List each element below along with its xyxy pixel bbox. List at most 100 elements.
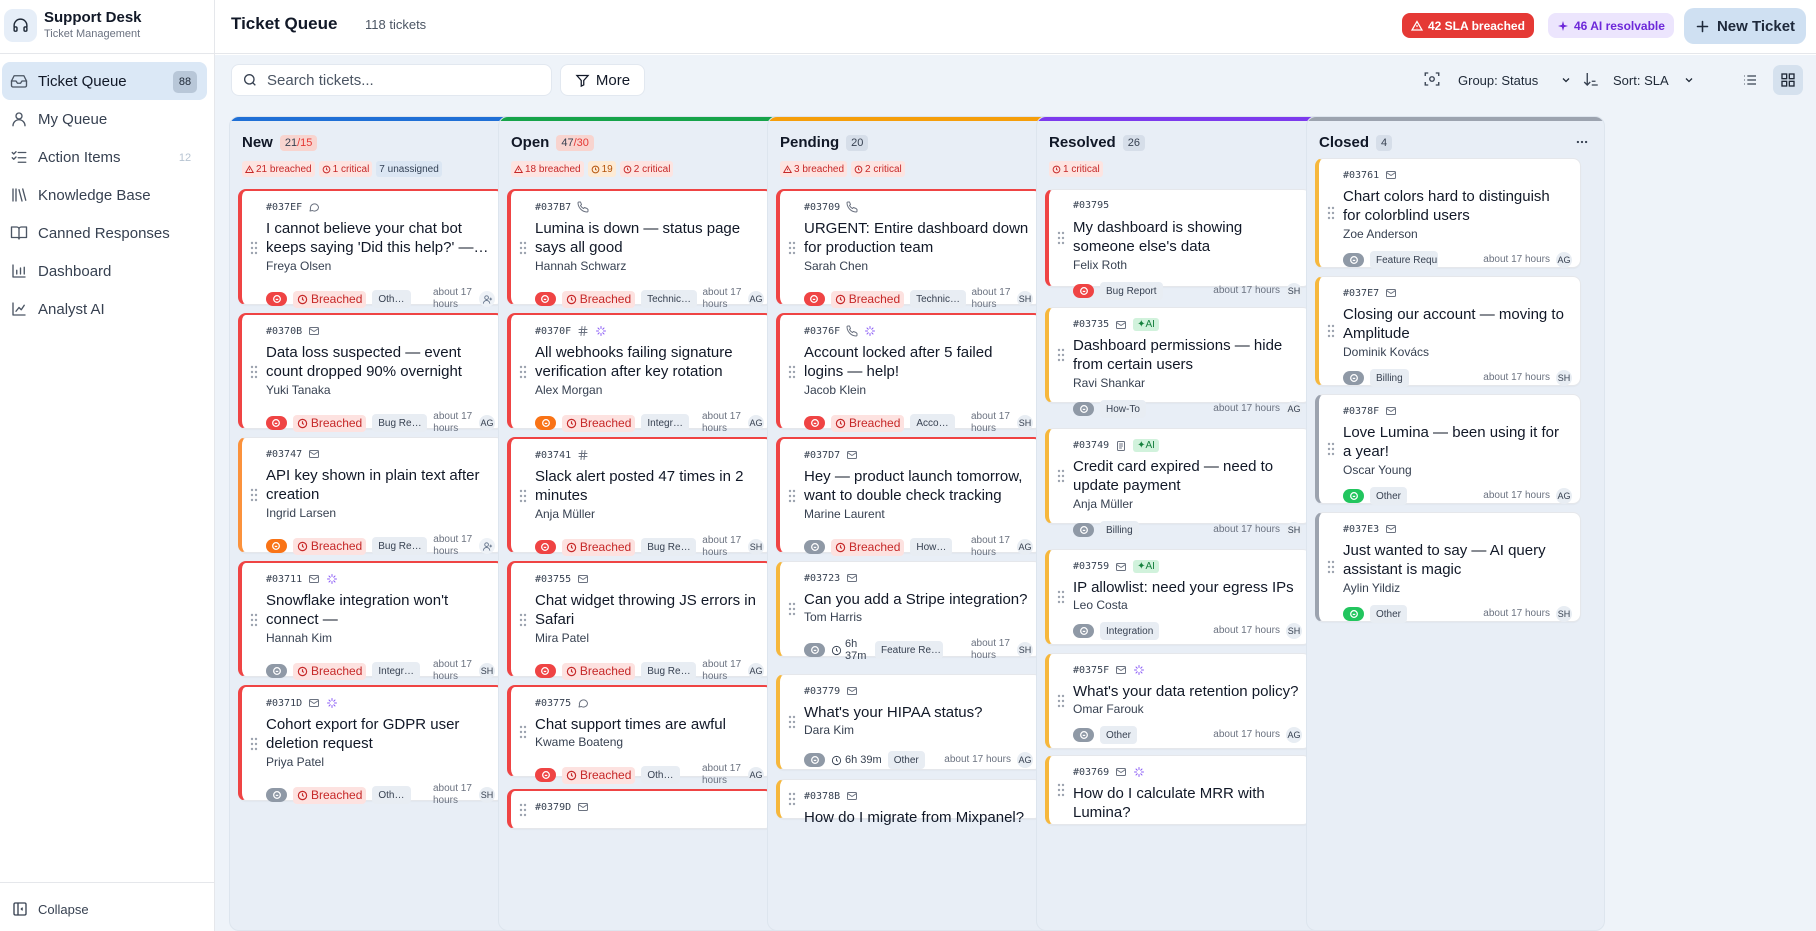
ticket-card[interactable]: #0375F What's your data retention policy?…: [1045, 653, 1311, 749]
summary-tag[interactable]: 2 critical: [851, 161, 905, 177]
more-horizontal-icon[interactable]: [1574, 135, 1590, 149]
drag-handle-icon[interactable]: [788, 791, 796, 807]
drag-handle-icon[interactable]: [250, 487, 258, 503]
assignee-avatar[interactable]: AG: [748, 663, 764, 679]
summary-tag[interactable]: 18 breached: [511, 161, 584, 177]
category-tag[interactable]: Technic…: [910, 290, 966, 308]
sidebar-item-knowledge-base[interactable]: Knowledge Base: [2, 176, 207, 214]
drag-handle-icon[interactable]: [1327, 323, 1335, 339]
drag-handle-icon[interactable]: [519, 802, 527, 818]
category-tag[interactable]: Other: [1100, 726, 1138, 744]
category-tag[interactable]: Billing: [1100, 521, 1139, 539]
summary-tag[interactable]: 1 critical: [1049, 161, 1103, 177]
drag-handle-icon[interactable]: [788, 240, 796, 256]
category-tag[interactable]: Oth…: [641, 766, 680, 784]
group-by-select[interactable]: Group: Status: [1450, 64, 1580, 96]
ticket-card[interactable]: #03749 ✦AI Credit card expired — need to u…: [1045, 428, 1311, 539]
drag-handle-icon[interactable]: [1327, 441, 1335, 457]
assignee-avatar[interactable]: AG: [1286, 401, 1302, 417]
sort-select[interactable]: Sort: SLA: [1605, 64, 1703, 96]
assignee-avatar[interactable]: AG: [479, 415, 495, 431]
category-tag[interactable]: Bug Re…: [372, 414, 428, 432]
category-tag[interactable]: Bug Re…: [372, 537, 428, 555]
category-tag[interactable]: Other: [1370, 605, 1408, 623]
category-tag[interactable]: Integr…: [641, 414, 689, 432]
scan-icon[interactable]: [1423, 70, 1441, 88]
more-filters-button[interactable]: More: [560, 64, 645, 96]
assignee-avatar[interactable]: AG: [748, 767, 764, 783]
assignee-avatar[interactable]: SH: [748, 539, 764, 555]
ticket-card[interactable]: #037B7 Lumina is down — status page says …: [507, 189, 773, 310]
assignee-avatar[interactable]: SH: [1017, 642, 1033, 658]
ticket-card[interactable]: #03711 Snowflake integration won't connec…: [238, 561, 504, 682]
summary-tag[interactable]: 19: [587, 161, 616, 177]
board-view-button[interactable]: [1773, 65, 1803, 95]
category-tag[interactable]: Bug Report: [1100, 282, 1163, 300]
ticket-card[interactable]: #03735 ✦AI Dashboard permissions — hide fr…: [1045, 307, 1311, 418]
ticket-card[interactable]: #0370F All webhooks failing signature ver…: [507, 313, 773, 434]
ticket-card[interactable]: #03741 Slack alert posted 47 times in 2 m…: [507, 437, 773, 558]
drag-handle-icon[interactable]: [788, 488, 796, 504]
drag-handle-icon[interactable]: [1057, 782, 1065, 798]
ticket-card[interactable]: #0370B Data loss suspected — event count …: [238, 313, 504, 434]
assignee-avatar[interactable]: AG: [1017, 752, 1033, 768]
summary-tag[interactable]: 2 critical: [619, 161, 674, 177]
category-tag[interactable]: Oth…: [372, 786, 411, 804]
summary-tag[interactable]: 1 critical: [318, 161, 373, 177]
category-tag[interactable]: Technic…: [641, 290, 697, 308]
category-tag[interactable]: Oth…: [372, 290, 411, 308]
category-tag[interactable]: Integr…: [372, 662, 420, 680]
ticket-card[interactable]: #0378F Love Lumina — been using it for a …: [1315, 394, 1581, 505]
drag-handle-icon[interactable]: [788, 601, 796, 617]
assignee-avatar[interactable]: AG: [748, 415, 764, 431]
ai-resolvable-badge[interactable]: 46 AI resolvable: [1548, 13, 1674, 38]
assignee-avatar[interactable]: SH: [1556, 370, 1572, 386]
assign-user-icon[interactable]: [479, 538, 495, 554]
sidebar-item-canned-responses[interactable]: Canned Responses: [2, 214, 207, 252]
category-tag[interactable]: Other: [1370, 487, 1408, 505]
drag-handle-icon[interactable]: [788, 364, 796, 380]
assignee-avatar[interactable]: AG: [748, 291, 765, 307]
summary-tag[interactable]: 21 breached: [242, 161, 315, 177]
assign-user-icon[interactable]: [479, 291, 495, 307]
drag-handle-icon[interactable]: [1057, 693, 1065, 709]
sla-breached-badge[interactable]: 42 SLA breached: [1402, 13, 1534, 38]
assignee-avatar[interactable]: AG: [1556, 252, 1572, 268]
category-tag[interactable]: Bug Re…: [641, 662, 697, 680]
assignee-avatar[interactable]: SH: [1017, 415, 1033, 431]
assignee-avatar[interactable]: SH: [479, 787, 495, 803]
sort-icon[interactable]: [1582, 70, 1600, 88]
sidebar-item-my-queue[interactable]: My Queue: [2, 100, 207, 138]
category-tag[interactable]: Feature Requ…: [1370, 251, 1438, 269]
sidebar-item-action-items[interactable]: Action Items 12: [2, 138, 207, 176]
ticket-card[interactable]: #03759 ✦AI IP allowlist: need your egress …: [1045, 549, 1311, 645]
drag-handle-icon[interactable]: [250, 364, 258, 380]
assignee-avatar[interactable]: SH: [1286, 623, 1302, 639]
drag-handle-icon[interactable]: [1057, 230, 1065, 246]
drag-handle-icon[interactable]: [1057, 589, 1065, 605]
ticket-card[interactable]: #03779 What's your HIPAA status? Dara Kim 6…: [776, 674, 1042, 770]
drag-handle-icon[interactable]: [250, 612, 258, 628]
ticket-card[interactable]: #03769 How do I calculate MRR with Lumina…: [1045, 755, 1311, 825]
drag-handle-icon[interactable]: [1057, 347, 1065, 363]
drag-handle-icon[interactable]: [519, 724, 527, 740]
assignee-avatar[interactable]: AG: [1286, 727, 1302, 743]
category-tag[interactable]: Other: [887, 751, 925, 769]
drag-handle-icon[interactable]: [519, 240, 527, 256]
drag-handle-icon[interactable]: [1057, 468, 1065, 484]
ticket-card[interactable]: #037E3 Just wanted to say — AI query assi…: [1315, 512, 1581, 623]
sidebar-item-ticket-queue[interactable]: Ticket Queue 88: [2, 62, 207, 100]
ticket-card[interactable]: #037EF I cannot believe your chat bot kee…: [238, 189, 504, 310]
ticket-card[interactable]: #03795 My dashboard is showing someone el…: [1045, 189, 1311, 300]
drag-handle-icon[interactable]: [250, 240, 258, 256]
category-tag[interactable]: Integration: [1100, 622, 1160, 640]
ticket-card[interactable]: #037D7 Hey — product launch tomorrow, wan…: [776, 437, 1042, 558]
category-tag[interactable]: Bug Re…: [641, 538, 697, 556]
assignee-avatar[interactable]: AG: [1017, 539, 1033, 555]
assignee-avatar[interactable]: AG: [1556, 488, 1572, 504]
search-input[interactable]: [267, 71, 527, 89]
category-tag[interactable]: How…: [910, 538, 953, 556]
category-tag[interactable]: How-To: [1100, 400, 1146, 418]
ticket-card[interactable]: #03709 URGENT: Entire dashboard down for …: [776, 189, 1042, 310]
ticket-card[interactable]: #0371D Cohort export for GDPR user deleti…: [238, 685, 504, 806]
